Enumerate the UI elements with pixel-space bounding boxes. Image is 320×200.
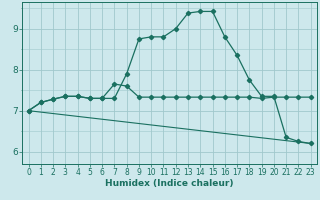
X-axis label: Humidex (Indice chaleur): Humidex (Indice chaleur) — [105, 179, 234, 188]
